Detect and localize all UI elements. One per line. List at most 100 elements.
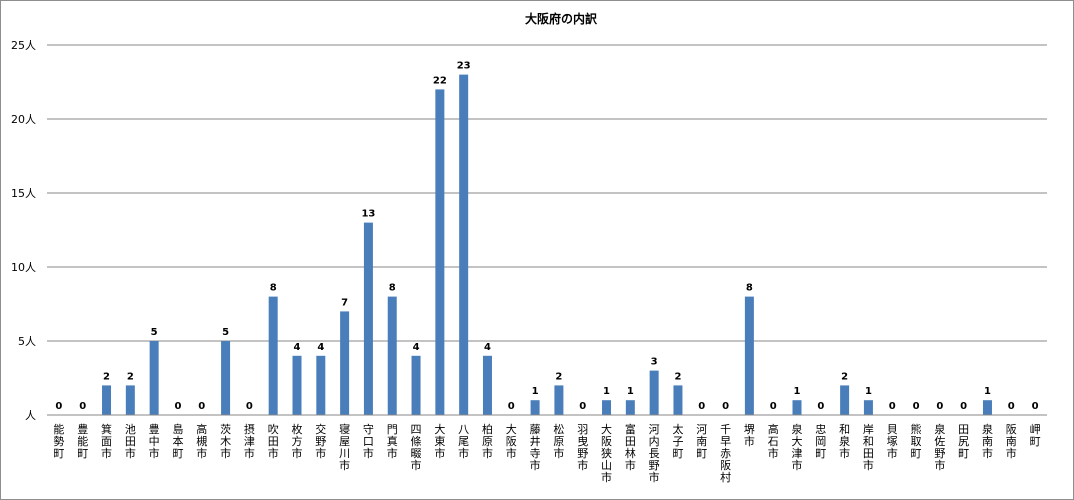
bar: [744, 296, 754, 415]
data-label: 0: [246, 401, 253, 412]
data-label: 1: [794, 386, 801, 397]
y-tick-label: 20人: [11, 113, 36, 126]
data-label: 0: [55, 401, 62, 412]
bar: [268, 296, 278, 415]
x-tick-label: 摂津市: [244, 422, 255, 460]
data-label: 0: [198, 401, 205, 412]
bar: [530, 400, 540, 415]
bar: [459, 74, 469, 415]
x-axis-labels: 能勢町 豊能町 箕面市 池田市 豊中市 島本町 高槻市 茨木市 摂津市 吹田市 枚方市 交野市 寝屋川市…: [53, 422, 1040, 484]
x-tick-label: 河南町: [696, 423, 707, 460]
bar: [149, 341, 159, 415]
x-tick-label: 貝塚市: [887, 423, 898, 460]
bar: [863, 400, 873, 415]
y-axis-ticks: 人 5人 10人 15人 20人 25人: [11, 39, 36, 422]
bar: [482, 355, 492, 415]
x-tick-label: 河内長野市: [649, 423, 660, 484]
x-tick-label: 寝屋川市: [339, 422, 350, 472]
data-label: 0: [174, 401, 181, 412]
x-tick-label: 泉南市: [982, 422, 993, 460]
data-label: 2: [674, 371, 681, 382]
y-tick-label: 15人: [11, 187, 36, 200]
y-tick-label: 人: [25, 409, 36, 422]
x-tick-label: 大阪狭山市: [601, 422, 612, 484]
bar: [387, 296, 397, 415]
x-tick-label: 岸和田市: [863, 423, 874, 472]
bar: [673, 385, 683, 415]
data-label: 0: [889, 401, 896, 412]
data-label: 0: [936, 401, 943, 412]
data-label: 0: [817, 401, 824, 412]
x-tick-label: 高石市: [768, 422, 779, 460]
data-label: 2: [555, 371, 562, 382]
x-tick-label: 門真市: [387, 423, 398, 460]
data-label: 0: [960, 401, 967, 412]
data-label: 1: [603, 386, 610, 397]
data-label: 1: [627, 386, 634, 397]
data-label: 0: [722, 401, 729, 412]
x-tick-label: 枚方市: [292, 422, 303, 460]
data-label: 0: [1032, 401, 1039, 412]
data-label: 4: [294, 342, 301, 353]
bar: [102, 385, 112, 415]
x-tick-label: 島本町: [172, 422, 183, 460]
bar: [340, 311, 350, 415]
x-tick-label: 忠岡町: [815, 423, 826, 460]
bar: [292, 355, 302, 415]
data-label: 1: [532, 386, 539, 397]
data-label: 8: [389, 283, 396, 294]
x-tick-label: 松原市: [553, 422, 564, 460]
data-label: 7: [341, 297, 348, 308]
x-tick-label: 茨木市: [220, 422, 231, 460]
x-tick-label: 豊中市: [149, 423, 160, 460]
data-label: 2: [841, 371, 848, 382]
data-label: 3: [651, 357, 658, 368]
data-label: 0: [913, 401, 920, 412]
x-tick-label: 交野市: [315, 422, 326, 460]
bar: [363, 222, 373, 415]
bar: [602, 400, 612, 415]
data-label: 5: [222, 327, 229, 338]
x-tick-label: 大阪市: [506, 422, 517, 460]
x-tick-label: 柏原市: [482, 422, 493, 460]
bar: [792, 400, 802, 415]
x-tick-label: 熊取町: [911, 422, 922, 460]
bar: [316, 355, 326, 415]
y-tick-label: 25人: [11, 39, 36, 52]
x-tick-label: 和泉市: [839, 423, 850, 460]
bar: [982, 400, 992, 415]
x-tick-label: 守口市: [363, 422, 374, 460]
bar: [625, 400, 635, 415]
data-label: 0: [508, 401, 515, 412]
data-label: 1: [865, 386, 872, 397]
data-label: 8: [746, 283, 753, 294]
x-tick-label: 能勢町: [53, 422, 64, 460]
x-tick-label: 大東市: [434, 422, 445, 460]
gridlines: [47, 44, 1047, 342]
chart-title: 大阪府の内訳: [525, 11, 598, 26]
data-label: 4: [484, 342, 491, 353]
bar: [221, 341, 231, 415]
data-label: 0: [698, 401, 705, 412]
data-label: 1: [984, 386, 991, 397]
data-label: 5: [151, 327, 158, 338]
x-tick-label: 堺市: [744, 423, 755, 448]
x-tick-label: 四條畷市: [411, 423, 422, 472]
x-tick-label: 阪南市: [1006, 422, 1017, 460]
x-tick-label: 太子町: [672, 423, 683, 460]
x-tick-label: 田尻町: [958, 423, 969, 460]
x-tick-label: 藤井寺市: [530, 423, 541, 472]
x-tick-label: 羽曳野市: [577, 423, 588, 472]
data-label: 22: [433, 75, 447, 86]
x-tick-label: 泉佐野市: [934, 422, 945, 472]
bar: [649, 370, 659, 415]
bar: [125, 385, 135, 415]
bar: [411, 355, 421, 415]
bar: [554, 385, 564, 415]
data-label: 0: [770, 401, 777, 412]
data-label: 4: [317, 342, 324, 353]
y-tick-label: 5人: [18, 335, 36, 348]
data-label: 0: [79, 401, 86, 412]
